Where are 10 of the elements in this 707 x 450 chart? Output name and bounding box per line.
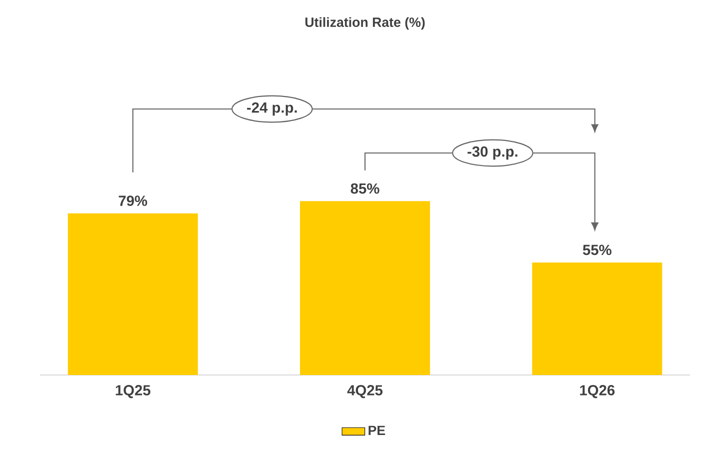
chart-title: Utilization Rate (%) [305,17,425,30]
annotation: -30 p.p. [468,146,518,160]
data-label: 55% [582,244,612,256]
annotation: -24 p.p. [247,102,297,116]
x-tick-label: 1Q26 [580,385,615,398]
legend-label: PE [368,426,386,435]
x-tick-label: 1Q25 [116,385,150,398]
x-tick-label: 4Q25 [347,385,383,398]
data-label: 79% [118,196,148,206]
data-label: 85% [350,183,380,194]
